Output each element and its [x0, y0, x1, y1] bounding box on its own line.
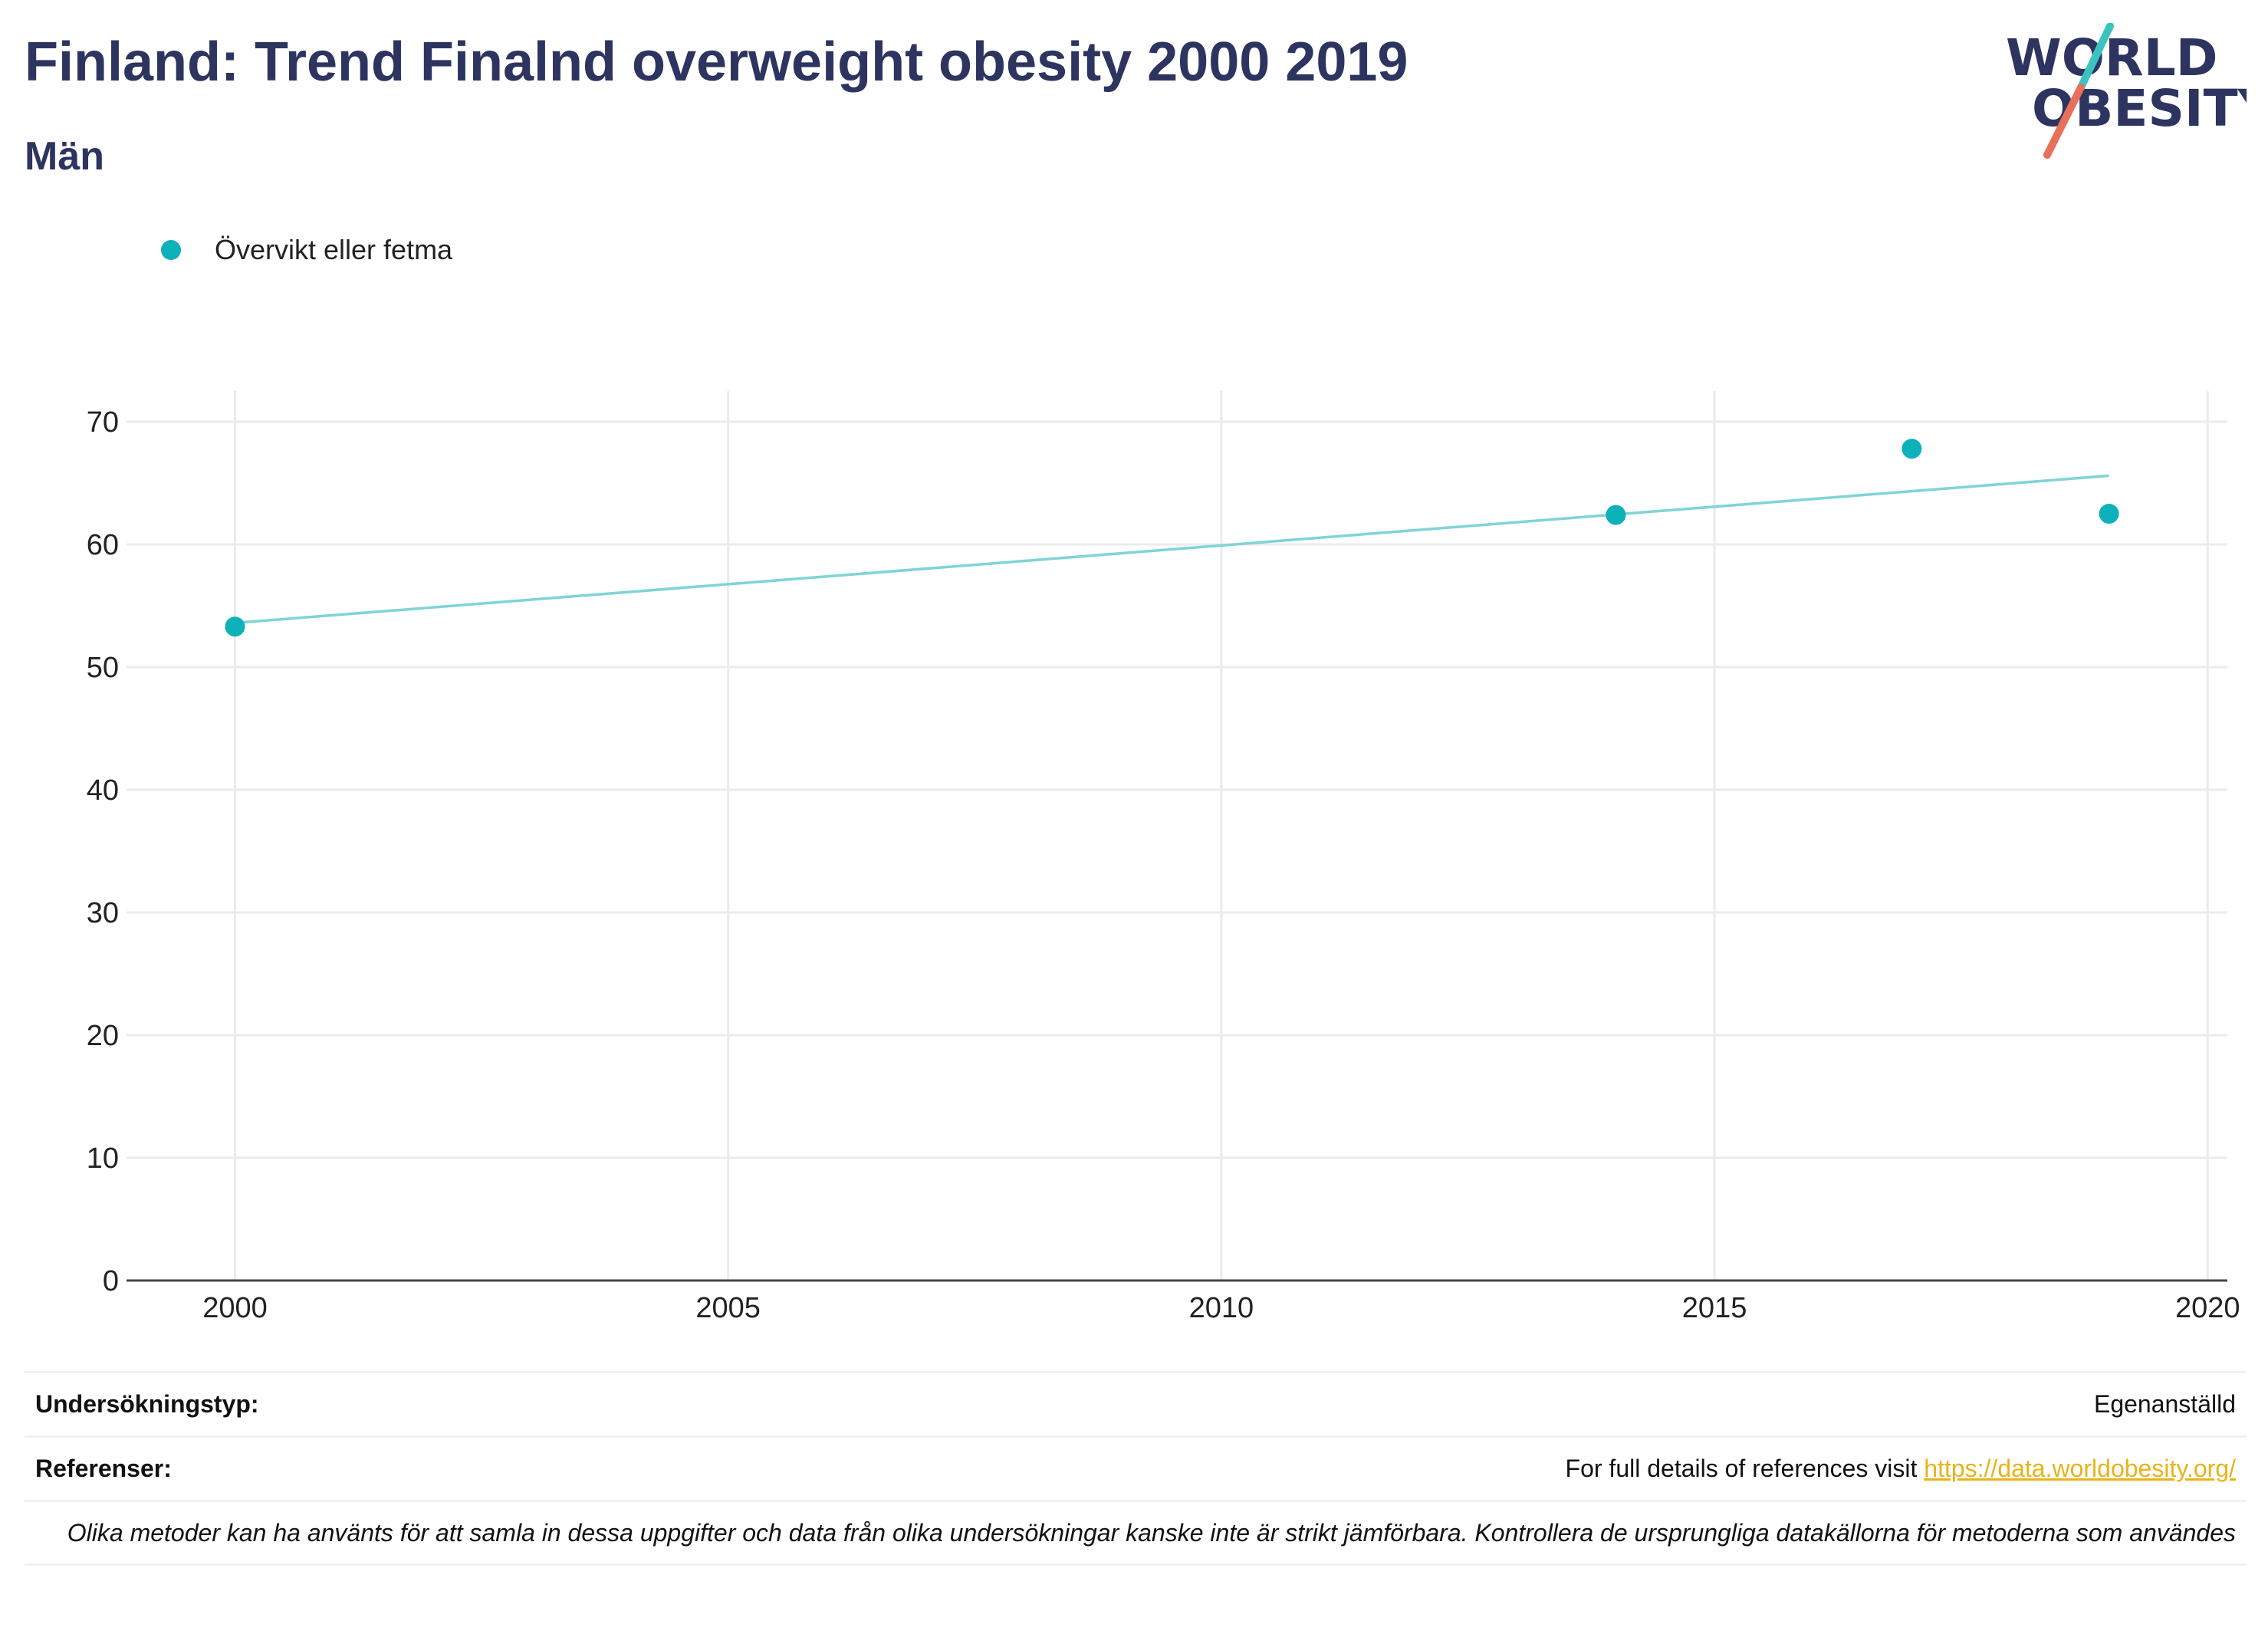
logo-slash-bottom — [2043, 84, 2085, 159]
chart-title: Finland: Trend Finalnd overweight obesit… — [25, 31, 1408, 93]
references-text: For full details of references visit — [1565, 1455, 1925, 1482]
y-tick-label: 50 — [87, 652, 119, 684]
y-tick-label: 10 — [87, 1142, 119, 1175]
y-tick-label: 40 — [87, 774, 119, 807]
x-tick-label: 2010 — [1189, 1292, 1254, 1324]
data-point — [1606, 505, 1626, 525]
x-tick-label: 2015 — [1682, 1292, 1747, 1324]
y-tick-label: 70 — [87, 406, 119, 439]
x-tick-label: 2000 — [202, 1292, 268, 1324]
references-link[interactable]: https://data.worldobesity.org/ — [1924, 1455, 2236, 1482]
chart-legend: Övervikt eller fetma — [161, 230, 452, 270]
y-tick-label: 30 — [87, 897, 119, 929]
references-value: For full details of references visit htt… — [1566, 1455, 2236, 1483]
logo-slash-top — [2077, 23, 2114, 91]
x-tick-label: 2020 — [2175, 1292, 2240, 1324]
x-tick-label: 2005 — [695, 1292, 761, 1324]
chart-footer: Undersökningstyp: Egenanställd Referense… — [25, 1371, 2247, 1566]
data-point — [2099, 504, 2119, 524]
logo-line-1: WORLD — [2006, 28, 2218, 87]
chart-subtitle: Män — [25, 134, 104, 179]
y-tick-label: 20 — [87, 1020, 119, 1052]
methodology-note-row: Olika metoder kan ha använts för att sam… — [25, 1500, 2247, 1566]
legend-marker — [161, 240, 181, 260]
world-obesity-logo: WORLD OBESITY — [2006, 23, 2247, 159]
data-point — [1902, 439, 1922, 459]
survey-type-label: Undersökningstyp: — [35, 1390, 259, 1418]
legend-label: Övervikt eller fetma — [215, 234, 453, 265]
y-tick-label: 60 — [87, 529, 119, 561]
trend-line — [235, 474, 2109, 625]
survey-type-value: Egenanställd — [2093, 1390, 2236, 1418]
references-label: Referenser: — [35, 1455, 172, 1482]
data-point — [225, 616, 245, 637]
y-tick-label: 0 — [103, 1265, 119, 1297]
survey-type-row: Undersökningstyp: Egenanställd — [25, 1371, 2247, 1435]
methodology-note: Olika metoder kan ha använts för att sam… — [67, 1519, 2236, 1547]
references-row: Referenser: For full details of referenc… — [25, 1435, 2247, 1500]
scatter-chart: 0 10 20 30 40 50 60 70 2000 2005 2010 2015 2020 — [87, 391, 2240, 1324]
